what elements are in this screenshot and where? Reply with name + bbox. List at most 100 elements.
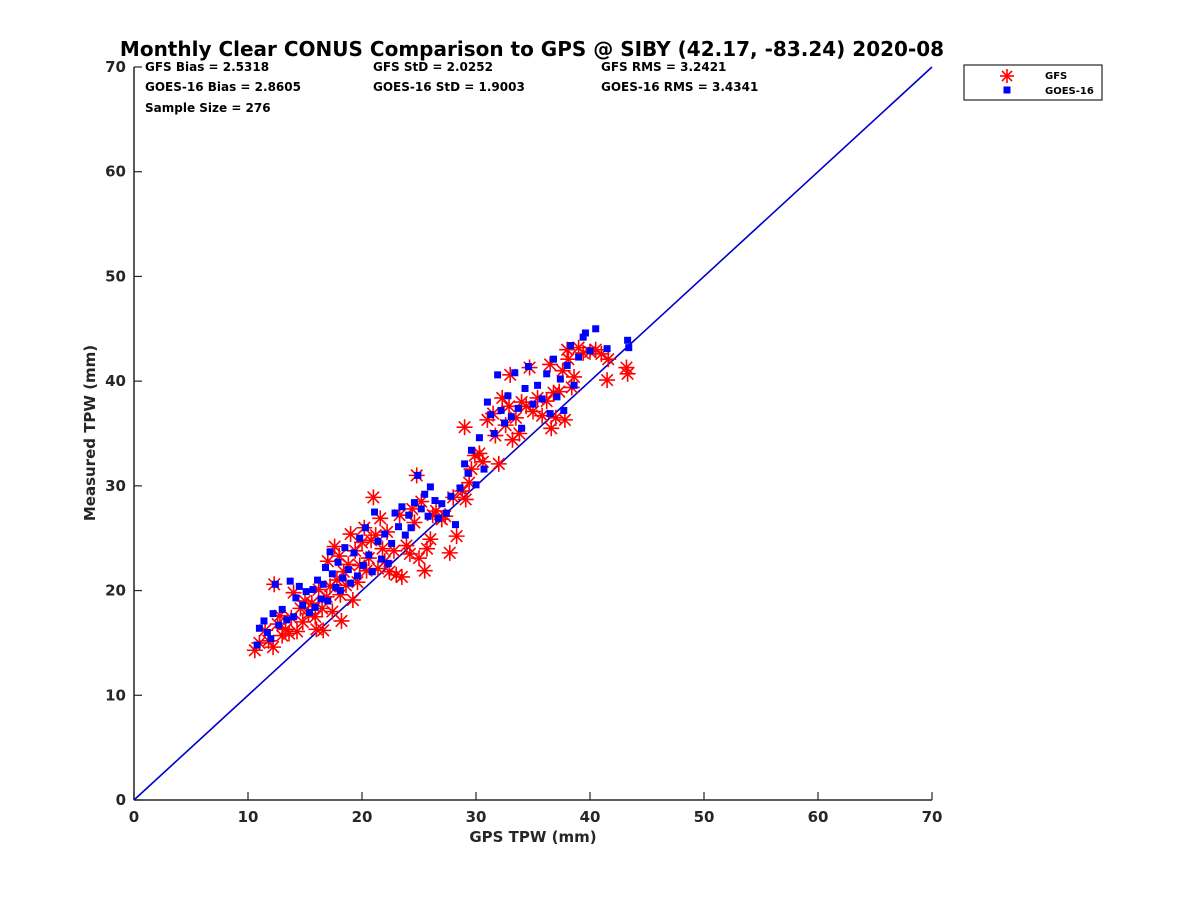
goes16-point xyxy=(311,603,319,611)
goes16-point xyxy=(524,362,532,370)
series-goes16 xyxy=(253,325,633,649)
goes16-point xyxy=(575,353,583,361)
goes16-point xyxy=(374,537,382,545)
goes16-point xyxy=(398,503,406,511)
goes16-point xyxy=(309,586,317,594)
legend-goes16-marker xyxy=(1003,86,1011,94)
y-tick-label: 10 xyxy=(105,686,126,704)
y-tick-label: 70 xyxy=(105,58,126,76)
gfs-point xyxy=(619,365,636,382)
goes16-point xyxy=(501,419,508,427)
goes16-point xyxy=(401,531,409,539)
goes16-point xyxy=(317,595,325,603)
stat-text: GFS StD = 2.0252 xyxy=(373,60,493,74)
goes16-point xyxy=(255,624,263,632)
goes16-point xyxy=(344,566,352,574)
goes16-point xyxy=(438,500,446,508)
goes16-point xyxy=(334,558,342,566)
goes16-point xyxy=(405,511,413,519)
goes16-point xyxy=(553,393,561,401)
goes16-point xyxy=(324,597,332,605)
goes16-point xyxy=(581,329,589,337)
goes16-point xyxy=(461,460,469,468)
goes16-point xyxy=(451,521,459,529)
x-tick-label: 60 xyxy=(808,808,829,826)
goes16-point xyxy=(278,605,286,613)
goes16-point xyxy=(371,508,379,516)
goes16-point xyxy=(603,345,611,353)
goes16-point xyxy=(563,361,571,369)
gfs-point xyxy=(448,528,465,545)
goes16-point xyxy=(586,347,594,355)
axis-ticks: 0 10 20 30 40 50 60 70 0 10 20 30 40 50 60 70 xyxy=(105,58,942,826)
stat-text: Sample Size = 276 xyxy=(145,101,271,115)
y-tick-label: 30 xyxy=(105,477,126,495)
goes16-point xyxy=(546,410,554,418)
goes16-point xyxy=(518,424,526,432)
goes16-point xyxy=(410,499,418,507)
gfs-point xyxy=(333,612,350,629)
goes16-point xyxy=(464,469,472,477)
y-tick-label: 60 xyxy=(105,163,126,181)
goes16-point xyxy=(560,406,568,414)
gfs-point xyxy=(289,623,306,640)
goes16-point xyxy=(328,570,336,578)
x-tick-label: 70 xyxy=(922,808,943,826)
goes16-point xyxy=(534,381,542,389)
stats-block: GFS Bias = 2.5318 GFS StD = 2.0252 GFS RMS… xyxy=(145,60,758,115)
goes16-point xyxy=(472,481,480,489)
gfs-point xyxy=(416,562,433,579)
goes16-point xyxy=(290,613,298,621)
goes16-point xyxy=(567,342,575,350)
goes16-point xyxy=(322,564,330,572)
goes16-point xyxy=(384,559,392,567)
y-tick-label: 20 xyxy=(105,582,126,600)
legend-box xyxy=(963,64,1103,101)
goes16-point xyxy=(556,375,564,383)
goes16-point xyxy=(326,548,334,556)
goes16-point xyxy=(368,568,376,576)
goes16-point xyxy=(414,471,422,479)
x-tick-label: 30 xyxy=(466,808,487,826)
y-axis-label: Measured TPW (mm) xyxy=(81,345,99,521)
goes16-point xyxy=(494,371,502,379)
reference-line xyxy=(133,66,933,801)
gfs-point xyxy=(411,550,427,567)
goes16-point xyxy=(504,392,512,400)
gfs-point xyxy=(393,568,410,585)
goes16-point xyxy=(543,370,551,378)
goes16-point xyxy=(267,635,275,643)
gfs-point xyxy=(490,455,507,472)
gfs-point xyxy=(315,622,332,639)
legend-gfs-label: GFS xyxy=(1045,71,1067,82)
goes16-point xyxy=(339,574,347,582)
goes16-point xyxy=(483,398,491,406)
goes16-point xyxy=(417,505,425,513)
x-tick-label: 10 xyxy=(238,808,259,826)
goes16-point xyxy=(377,555,385,563)
gfs-point xyxy=(501,398,518,415)
reference-line-group xyxy=(133,66,933,801)
x-tick-label: 20 xyxy=(352,808,373,826)
goes16-point xyxy=(426,483,434,491)
goes16-point xyxy=(359,561,367,569)
gfs-point xyxy=(294,613,311,630)
chart-title: Monthly Clear CONUS Comparison to GPS @ … xyxy=(120,37,944,61)
goes16-point xyxy=(260,617,268,625)
goes16-point xyxy=(381,530,389,538)
goes16-point xyxy=(475,434,483,442)
goes16-point xyxy=(442,509,450,517)
gfs-point xyxy=(599,372,616,389)
goes16-point xyxy=(487,411,495,419)
goes16-point xyxy=(350,549,358,557)
goes16-point xyxy=(456,484,464,492)
stat-text: GOES-16 RMS = 3.4341 xyxy=(601,80,758,94)
legend-gfs-marker xyxy=(1000,69,1014,83)
x-tick-label: 40 xyxy=(580,808,601,826)
goes16-point xyxy=(579,333,587,341)
goes16-point xyxy=(275,621,283,629)
goes16-point xyxy=(292,594,300,602)
goes16-point xyxy=(286,577,294,585)
goes16-point xyxy=(306,609,314,617)
gfs-point xyxy=(556,411,573,428)
